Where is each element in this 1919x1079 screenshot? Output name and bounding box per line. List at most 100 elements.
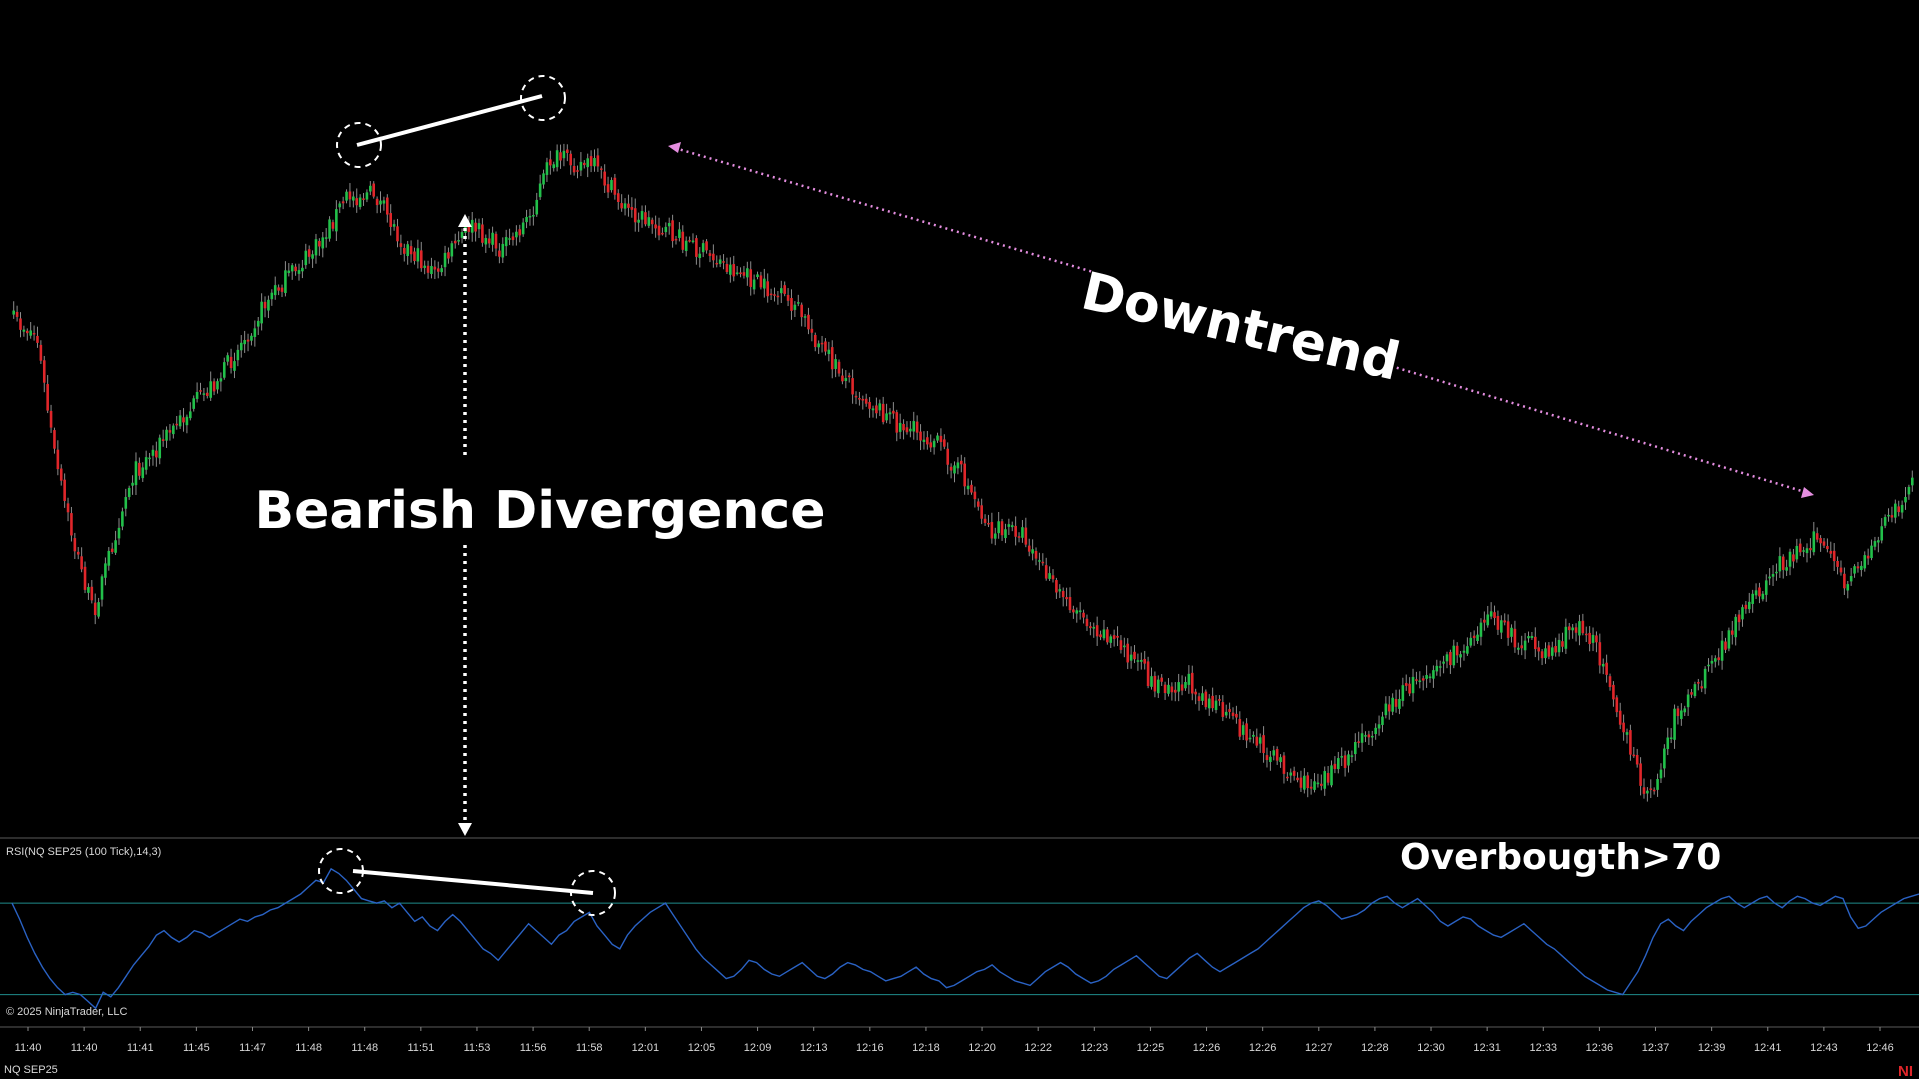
candle-down [59,468,63,481]
candle-down [83,566,87,590]
candle-up [189,411,192,419]
rsi-line [11,867,1919,1010]
candle-up [1788,551,1792,567]
candle-up [610,180,613,191]
candle-down [858,398,861,400]
candle-down [902,423,905,431]
candle-down [433,266,437,270]
candle-down [1595,635,1598,643]
candle-up [1391,697,1394,712]
candle-down [19,318,22,330]
candle-up [515,231,518,238]
candle-down [633,208,637,223]
candle-down [569,153,573,166]
candle-down [355,198,359,206]
candle-down [980,505,983,519]
candle-down [742,272,746,276]
candle-down [854,395,858,398]
divergence-annotation-price [336,75,566,168]
candle-up [202,393,206,395]
candle-down [46,384,49,411]
candle-down [783,285,786,294]
candle-up [1432,670,1435,679]
candle-down [1116,635,1119,638]
candle-down [447,252,450,259]
candle-up [1761,593,1765,600]
candle-up [1900,504,1904,513]
candle-up [793,304,797,310]
candle-up [1075,610,1079,614]
candle-up [1557,639,1561,653]
candle-down [32,333,36,335]
candle-up [538,183,542,198]
candle-down [1408,683,1411,694]
price-candles [12,143,1914,802]
candle-up [521,222,525,235]
candle-up [1252,734,1255,737]
candle-down [66,503,70,513]
candle-up [953,465,956,474]
candle-up [1136,660,1140,662]
candle-down [1829,550,1833,554]
candle-down [93,602,97,616]
candle-down [1051,575,1055,580]
candle-up [1248,737,1252,740]
arrow-up-head [458,214,472,227]
candle-up [1323,771,1327,789]
candle-up [256,320,260,327]
candle-up [406,244,409,256]
candle-down [1160,677,1163,682]
candle-down [474,222,477,232]
candle-up [1754,590,1758,596]
candle-down [960,460,963,465]
candle-down [1513,628,1517,648]
candle-up [1751,593,1754,604]
candle-down [49,410,53,428]
candle-down [1690,692,1693,695]
candle-down [375,198,379,206]
candle-up [1883,517,1887,526]
candle-down [498,250,501,257]
downtrend-arrow-lower [1390,364,1806,494]
candle-down [1819,538,1822,544]
candle-down [168,430,172,433]
candle-up [1564,626,1568,649]
time-tick-label: 12:22 [1024,1042,1052,1054]
candle-up [1880,526,1884,541]
candle-down [1014,525,1017,537]
candle-down [1394,699,1398,707]
candle-up [1741,607,1744,620]
divergence-annotation-rsi [318,848,616,916]
candle-up [1004,529,1007,539]
candle-down [881,403,885,423]
overbought-label: Overbougth>70 [1400,837,1721,878]
candle-down [773,294,776,296]
candle-down [983,518,987,523]
time-tick-label: 12:23 [1081,1042,1109,1054]
candle-down [1255,736,1259,746]
candle-up [1907,486,1911,495]
candle-down [1483,619,1486,623]
candle-down [53,430,56,449]
candle-down [1286,776,1289,779]
candle-up [209,381,212,398]
candle-up [328,219,331,239]
candle-up [352,196,355,201]
candle-down [949,466,953,471]
candle-up [87,587,90,593]
candle-up [637,219,640,223]
candle-up [233,361,236,371]
candle-down [15,311,19,317]
candle-up [1693,684,1697,697]
candle-up [1686,694,1690,708]
candle-up [148,457,151,460]
candle-down [76,551,80,555]
candle-down [1866,555,1870,559]
candle-up [1038,560,1041,562]
candle-down [426,265,430,273]
candle-down [1333,763,1337,769]
candle-up [718,259,722,264]
candle-up [1646,790,1649,794]
candle-up [12,310,15,315]
